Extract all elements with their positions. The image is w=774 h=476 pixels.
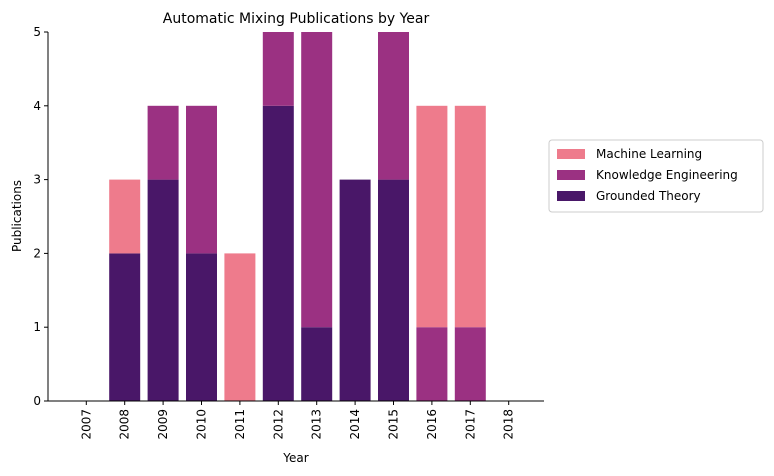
x-tick-label-2007: 2007 bbox=[79, 409, 93, 440]
x-tick-label-2011: 2011 bbox=[233, 409, 247, 440]
y-tick-label: 1 bbox=[33, 320, 41, 334]
bars-group bbox=[109, 32, 486, 402]
y-axis-label: Publications bbox=[10, 180, 24, 252]
legend-label-knowledge-engineering: Knowledge Engineering bbox=[596, 168, 738, 182]
bar-knowledge-engineering-2010 bbox=[186, 105, 217, 254]
bar-grounded-theory-2010 bbox=[186, 253, 217, 401]
legend-swatch-grounded-theory bbox=[557, 191, 585, 201]
bar-knowledge-engineering-2009 bbox=[147, 105, 179, 180]
x-tick-label-2012: 2012 bbox=[271, 409, 285, 440]
bar-grounded-theory-2015 bbox=[378, 179, 409, 401]
x-tick-label-2017: 2017 bbox=[463, 409, 477, 440]
legend: Machine Learning Knowledge Engineering Gro… bbox=[548, 139, 764, 213]
bar-machine-learning-2011 bbox=[224, 253, 256, 401]
bar-knowledge-engineering-2016 bbox=[416, 327, 448, 401]
bar-grounded-theory-2008 bbox=[109, 253, 141, 401]
x-tick-label-2015: 2015 bbox=[387, 409, 401, 440]
x-tick-label-2009: 2009 bbox=[156, 409, 170, 440]
y-tick-label: 2 bbox=[33, 246, 41, 260]
bar-grounded-theory-2012 bbox=[262, 105, 294, 402]
x-tick-label-2008: 2008 bbox=[118, 409, 132, 440]
x-tick-label-2016: 2016 bbox=[425, 409, 439, 440]
bar-knowledge-engineering-2012 bbox=[262, 32, 294, 106]
bar-machine-learning-2017 bbox=[454, 105, 486, 328]
x-tick-label-2014: 2014 bbox=[348, 409, 362, 440]
bar-knowledge-engineering-2015 bbox=[378, 32, 409, 180]
y-tick-label: 5 bbox=[33, 25, 41, 39]
bar-grounded-theory-2013 bbox=[301, 327, 333, 401]
y-tick-label: 3 bbox=[33, 173, 41, 187]
bar-machine-learning-2008 bbox=[109, 179, 141, 254]
legend-label-grounded-theory: Grounded Theory bbox=[596, 189, 701, 203]
legend-frame bbox=[548, 139, 764, 213]
legend-label-machine-learning: Machine Learning bbox=[596, 147, 702, 161]
x-tick-label-2018: 2018 bbox=[502, 409, 516, 440]
bar-grounded-theory-2014 bbox=[339, 179, 371, 401]
legend-swatch-knowledge-engineering bbox=[557, 170, 585, 180]
x-ticks-group: 2007 2008 2009 2010 2011 2012 2013 2014 2015 2016… bbox=[79, 401, 516, 440]
bar-knowledge-engineering-2013 bbox=[301, 32, 333, 328]
legend-swatch-machine-learning bbox=[557, 149, 585, 159]
x-tick-label-2010: 2010 bbox=[195, 409, 209, 440]
chart-title: Automatic Mixing Publications by Year bbox=[163, 11, 430, 27]
x-axis-label: Year bbox=[282, 451, 308, 465]
y-tick-label: 4 bbox=[33, 99, 41, 113]
x-tick-label-2013: 2013 bbox=[310, 409, 324, 440]
y-ticks-group: 0 1 2 3 4 5 bbox=[33, 25, 48, 408]
bar-knowledge-engineering-2017 bbox=[454, 327, 486, 401]
bar-grounded-theory-2009 bbox=[147, 179, 179, 401]
y-tick-label: 0 bbox=[33, 394, 41, 408]
bar-machine-learning-2016 bbox=[416, 105, 448, 328]
